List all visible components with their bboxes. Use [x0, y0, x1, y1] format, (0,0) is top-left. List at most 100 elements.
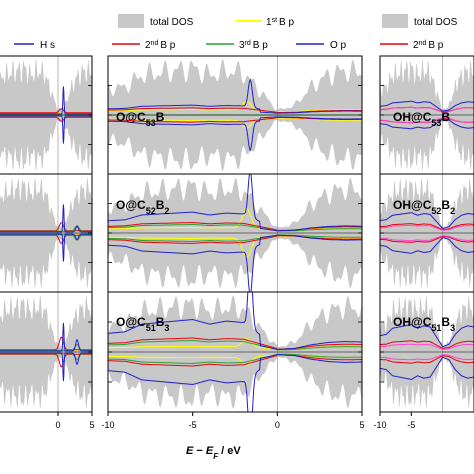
x-tick-label-mid-3: 5 — [359, 420, 364, 430]
panel-label-right-1-s2: 2 — [450, 206, 455, 216]
series-left-2-2 — [0, 344, 92, 360]
panel-label-right-0-mid: B — [441, 110, 450, 124]
legend-mid-total-text: total DOS — [150, 17, 194, 28]
legend-mid-b1-sup: st — [272, 17, 278, 24]
x-ticks-group: 0 5 -10 -5 0 5 -10 -5 — [55, 412, 415, 430]
panel-label-mid-1-s2: 2 — [164, 206, 169, 216]
panel-label-mid-2-s1: 51 — [146, 323, 156, 333]
panel-label-mid-1-s1: 52 — [146, 206, 156, 216]
panel-label-right-1-s1: 52 — [431, 206, 441, 216]
legend-mid-b2-post: B p — [160, 40, 175, 51]
series-mid-2-0 — [108, 337, 362, 367]
panel-left-2 — [0, 292, 92, 412]
x-axis-label-e2: E — [206, 445, 214, 457]
x-axis-label: E − EF / eV — [186, 445, 241, 461]
legend-mid-b2-sup: nd — [151, 40, 159, 47]
legend-right-b2-text: 2nd B p — [413, 40, 444, 52]
x-tick-label-mid-1: -5 — [189, 420, 197, 430]
series-mid-2-3 — [108, 292, 362, 412]
x-tick-label-left-0: 0 — [55, 420, 60, 430]
legend-mid: total DOS 1st B p 2nd B p 3rd B p O p — [112, 14, 347, 51]
panel-right-1 — [380, 174, 474, 292]
legend-mid-b2-text: 2nd B p — [145, 40, 176, 52]
panel-label-mid-2-s2: 3 — [164, 323, 169, 333]
series-left-0-3 — [0, 86, 92, 144]
x-tick-label-mid-0: -10 — [101, 420, 114, 430]
legend-mid-op-text: O p — [330, 40, 347, 51]
legend-mid-b3-sup: rd — [245, 40, 251, 47]
series-right-1-2 — [380, 212, 474, 254]
legend-mid-total-swatch — [118, 14, 144, 28]
panel-labels: O@C53B O@C52B2 O@C51B3 OH@C53B OH@C52B2 … — [116, 110, 455, 333]
series-mid-2-2 — [108, 340, 362, 364]
series-left-0-1 — [0, 108, 92, 122]
panel-label-right-0: OH@C53B — [393, 110, 450, 128]
series-right-2-2 — [380, 324, 474, 380]
series-left-1-2 — [0, 225, 92, 241]
panel-mid-2 — [108, 292, 362, 412]
legend-mid-b1-text: 1st B p — [266, 17, 294, 29]
x-axis-label-dash: − — [193, 445, 206, 457]
x-axis-label-e1: E — [186, 445, 194, 457]
panel-label-mid-1-pre: O@C — [116, 198, 146, 212]
series-mid-1-2 — [108, 224, 362, 242]
x-tick-label-right-1: -5 — [407, 420, 415, 430]
legend-right-total-swatch — [382, 14, 408, 28]
legend-right-b2-sup: nd — [419, 40, 427, 47]
legend-mid-b1-post: B p — [279, 17, 294, 28]
panel-right-2 — [380, 292, 474, 412]
panel-label-right-2-pre: OH@C — [393, 315, 432, 329]
x-tick-label-mid-2: 0 — [275, 420, 280, 430]
series-mid-1-3 — [108, 174, 362, 292]
panel-label-right-2: OH@C51B3 — [393, 315, 455, 333]
series-mid-1-0 — [108, 208, 362, 258]
panel-label-mid-0-s1: 53 — [146, 118, 156, 128]
x-axis-label-unit: / eV — [218, 445, 241, 457]
series-right-1-1 — [380, 224, 474, 242]
series-mid-0-0 — [108, 101, 362, 129]
legend-mid-b2-pre: 2 — [145, 40, 151, 51]
panel-label-mid-2-mid: B — [156, 315, 165, 329]
panel-left-0 — [0, 56, 92, 174]
series-mid-2-1 — [108, 337, 362, 367]
panel-label-right-0-pre: OH@C — [393, 110, 432, 124]
series-mid-0-1 — [108, 107, 362, 123]
series-right-2-1 — [380, 343, 474, 361]
panel-label-right-2-s2: 3 — [450, 323, 455, 333]
legend-mid-b3-pre: 3 — [239, 40, 245, 51]
series-left-1-3 — [0, 204, 92, 262]
legend-left-hs-text: H s — [40, 40, 55, 51]
legend-mid-b3-text: 3rd B p — [239, 40, 268, 52]
series-right-0-1 — [380, 106, 474, 124]
legend-mid-b1-pre: 1 — [266, 17, 272, 28]
x-tick-label-left-1: 5 — [89, 420, 94, 430]
panel-mid-1 — [108, 174, 362, 292]
series-right-0-2 — [380, 100, 474, 130]
series-right-2-0 — [380, 340, 474, 364]
x-tick-label-right-0: -10 — [373, 420, 386, 430]
x-axis-label-sub: F — [213, 452, 219, 461]
panel-label-right-1-mid: B — [441, 198, 450, 212]
panel-label-mid-0-pre: O@C — [116, 110, 146, 124]
panel-label-mid-1: O@C52B2 — [116, 198, 169, 216]
panel-label-right-1-pre: OH@C — [393, 198, 432, 212]
panel-label-right-1: OH@C52B2 — [393, 198, 455, 216]
panel-label-right-2-mid: B — [441, 315, 450, 329]
panel-left-1 — [0, 174, 92, 292]
panel-mid-0 — [108, 56, 362, 174]
legend-right-b2-pre: 2 — [413, 40, 419, 51]
panel-label-mid-0: O@C53B — [116, 110, 165, 128]
series-mid-1-1 — [108, 222, 362, 244]
panel-right-0 — [380, 56, 474, 174]
legend-mid-b3-post: B p — [253, 40, 268, 51]
panel-label-mid-2: O@C51B3 — [116, 315, 169, 333]
series-left-2-3 — [0, 322, 92, 382]
panel-label-right-0-s1: 53 — [431, 118, 441, 128]
series-right-1-0 — [380, 223, 474, 243]
legend-left: H s — [14, 40, 55, 51]
panel-label-mid-0-mid: B — [156, 110, 165, 124]
legend-right-b2-post: B p — [428, 40, 443, 51]
panels-group — [0, 55, 474, 413]
panel-label-right-2-s1: 51 — [431, 323, 441, 333]
panel-label-mid-1-mid: B — [156, 198, 165, 212]
